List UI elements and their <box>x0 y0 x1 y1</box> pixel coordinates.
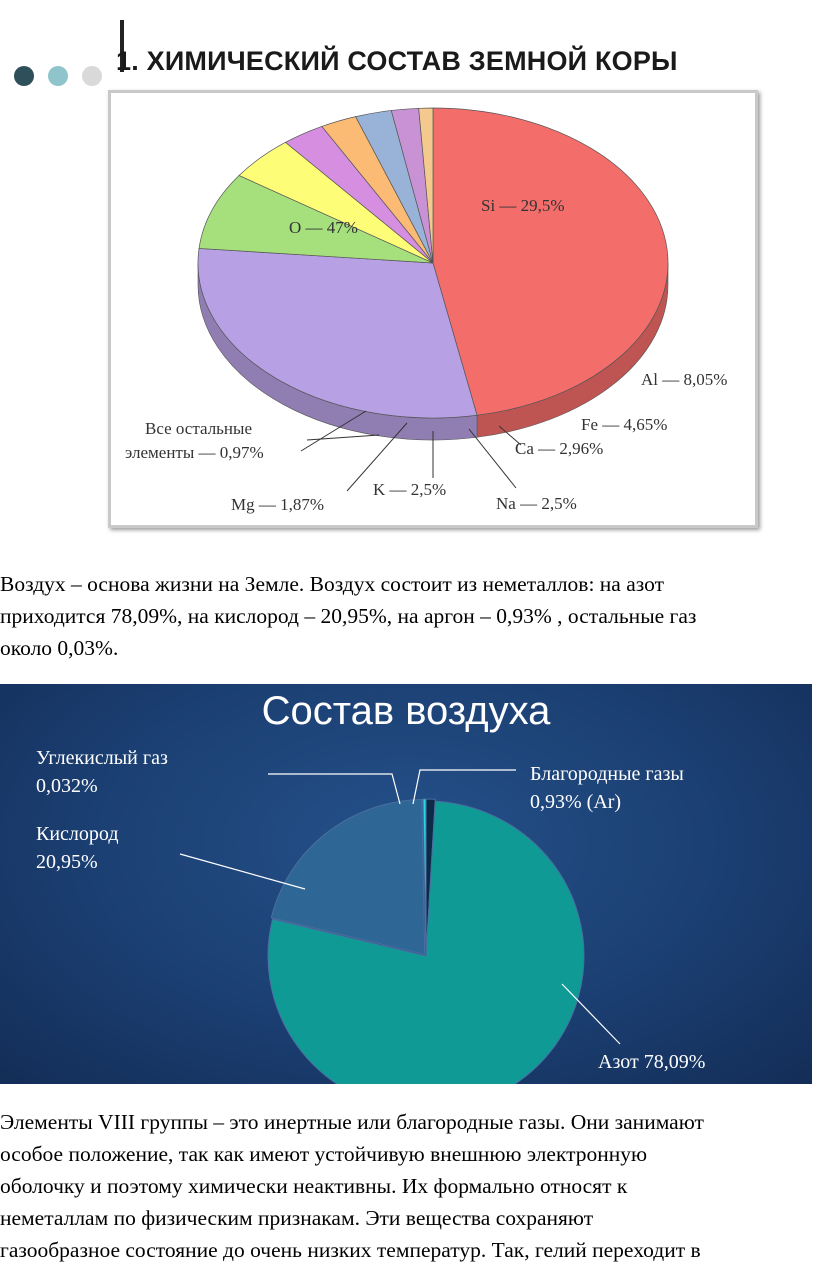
air-label-co2: Углекислый газ <box>36 747 168 769</box>
air-slice-3 <box>422 798 427 955</box>
paragraph-noble-line: неметаллам по физическим признакам. Эти … <box>0 1206 594 1230</box>
decor-dot-1 <box>14 66 34 86</box>
slide-title: 1. ХИМИЧЕСКИЙ СОСТАВ ЗЕМНОЙ КОРЫ <box>116 46 678 76</box>
air-label-oxygen-value: 20,95% <box>36 851 98 873</box>
air-label-nitrogen: Азот 78,09% <box>598 1051 705 1073</box>
paragraph-air-line: Воздух – основа жизни на Земле. Воздух с… <box>0 572 664 596</box>
crust-slice-2 <box>197 248 478 419</box>
air-leader-line <box>268 773 401 805</box>
air-slice-2 <box>270 798 426 956</box>
paragraph-noble-line: газообразное состояние до очень низких т… <box>0 1238 701 1262</box>
air-chart-panel: Состав воздуха Углекислый газ 0,032% Кисло… <box>0 684 812 1112</box>
air-label-oxygen: Кислород <box>36 823 119 845</box>
crust-slice-1 <box>432 107 669 416</box>
crust-slice-3 <box>198 175 434 264</box>
crust-label-3: Al — 8,05% <box>641 370 727 389</box>
paragraph-air-line: около 0,03%. <box>0 636 119 660</box>
paragraph-noble-line: особое положение, так как имеют устойчив… <box>0 1142 648 1166</box>
crust-label-7: K — 2,5% <box>373 480 446 499</box>
air-chart-title: Состав воздуха <box>262 689 552 733</box>
paragraph-air-line: приходится 78,09%, на кислород – 20,95%,… <box>0 604 697 628</box>
crust-leader-line <box>300 410 367 452</box>
title-accent-bar <box>120 20 124 72</box>
crust-leader-line <box>346 422 408 492</box>
crust-leader-line <box>498 425 522 446</box>
air-label-noble-value: 0,93% (Ar) <box>530 791 621 813</box>
crust-label-8: Mg — 1,87% <box>231 495 324 514</box>
crust-label-others-2: элементы — 0,97% <box>125 443 264 462</box>
crust-label-others: Все остальные <box>145 419 252 438</box>
paragraph-noble-line: Элементы VIII группы – это инертные или … <box>0 1110 704 1134</box>
crust-label-4: Fe — 4,65% <box>581 415 667 434</box>
air-label-co2-value: 0,032% <box>36 775 98 797</box>
decor-dot-2 <box>48 66 68 86</box>
crust-label-6: Na — 2,5% <box>496 494 577 513</box>
air-pie-chart: Состав воздуха Углекислый газ 0,032% Кисло… <box>36 689 705 1112</box>
air-leader-line <box>561 983 621 1045</box>
crust-slice-9 <box>418 107 434 264</box>
air-slice-1 <box>267 800 585 1112</box>
crust-label-5: Ca — 2,96% <box>515 439 603 458</box>
air-label-noble: Благородные газы <box>530 763 684 785</box>
crust-pie-chart: O — 47% Si — 29,5% Al — 8,05% Fe — 4,65% Ca … <box>125 107 727 514</box>
air-leader-line <box>412 769 516 805</box>
decor-dot-3 <box>82 66 102 86</box>
crust-leader-line <box>306 434 380 441</box>
crust-label-2: Si — 29,5% <box>481 196 565 215</box>
crust-label-1: O — 47% <box>289 218 358 237</box>
air-leader-line <box>179 853 306 890</box>
paragraph-air: Воздух – основа жизни на Земле. Воздух с… <box>0 568 812 664</box>
crust-chart-frame: O — 47% Si — 29,5% Al — 8,05% Fe — 4,65% Ca … <box>108 90 758 528</box>
paragraph-noble-line: оболочку и поэтому химически неактивны. … <box>0 1174 628 1198</box>
crust-leader-line <box>468 428 517 489</box>
paragraph-noble-gases: Элементы VIII группы – это инертные или … <box>0 1106 812 1266</box>
